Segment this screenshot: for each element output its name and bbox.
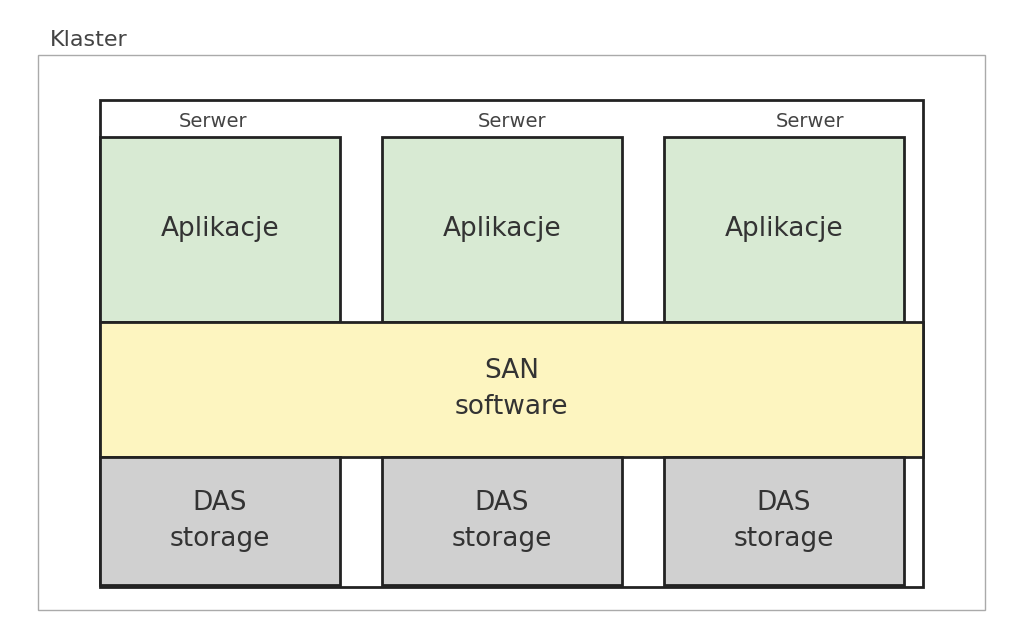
Bar [100, 322, 923, 457]
Text: Serwer: Serwer [478, 112, 546, 131]
Text: Serwer: Serwer [775, 112, 844, 131]
Text: Klaster: Klaster [50, 30, 128, 50]
Bar [664, 457, 904, 585]
Text: DAS
storage: DAS storage [170, 490, 270, 552]
Text: Serwer: Serwer [179, 112, 248, 131]
Text: Aplikacje: Aplikacje [161, 217, 279, 243]
Text: Aplikacje: Aplikacje [724, 217, 843, 243]
Bar [100, 137, 340, 322]
Bar [38, 55, 985, 610]
Bar [100, 100, 923, 587]
Text: DAS
storage: DAS storage [452, 490, 552, 552]
Bar [100, 457, 340, 585]
Text: DAS
storage: DAS storage [733, 490, 834, 552]
Bar [382, 137, 622, 322]
Text: Aplikacje: Aplikacje [443, 217, 562, 243]
Bar [382, 457, 622, 585]
Text: SAN
software: SAN software [455, 359, 568, 420]
Bar [664, 137, 904, 322]
